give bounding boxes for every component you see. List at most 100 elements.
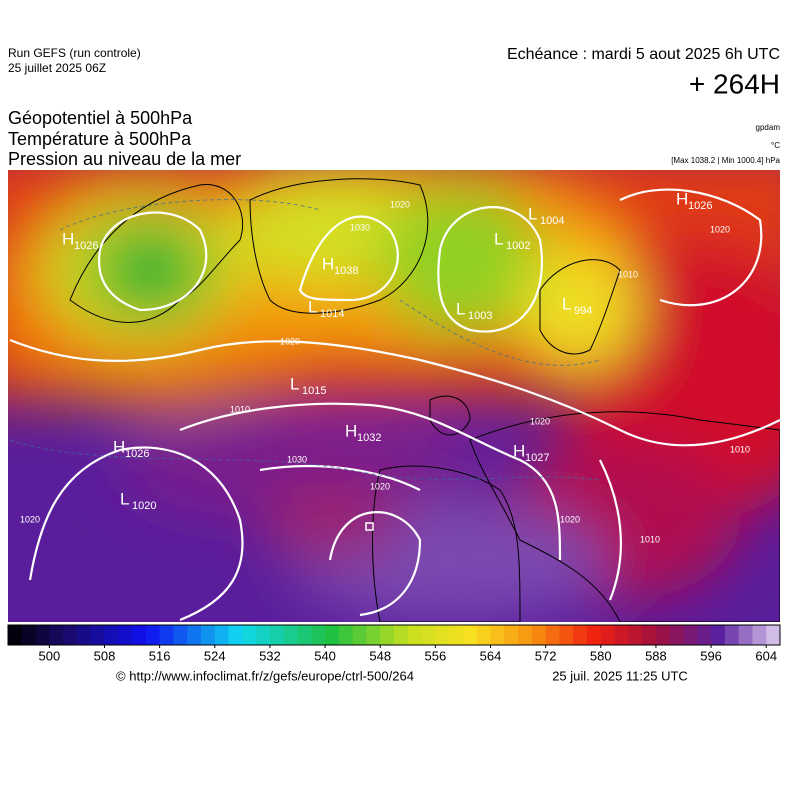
title: Géopotentiel à 500hPa	[8, 108, 193, 128]
colorbar-swatch	[173, 625, 188, 645]
colorbar-tick-label: 572	[535, 648, 557, 663]
center-kind: L	[290, 374, 299, 393]
colorbar-tick-label: 556	[425, 648, 447, 663]
colorbar-swatch	[697, 625, 712, 645]
colorbar: 500 508 516 524 532 540 548 556 564 572 580 588 596 6…	[7, 624, 781, 663]
center-kind: L	[456, 299, 465, 318]
colorbar-swatch	[352, 625, 367, 645]
colorbar-swatch	[297, 625, 312, 645]
colorbar-swatch	[187, 625, 202, 645]
colorbar-swatch	[683, 625, 698, 645]
center-kind: H	[113, 437, 125, 456]
colorbar-swatch	[145, 625, 161, 645]
colorbar-swatch	[407, 625, 423, 645]
colorbar-swatch	[518, 625, 533, 645]
center-value: 1004	[540, 215, 564, 227]
colorbar-swatch	[421, 625, 436, 645]
colorbar-tick-label: 548	[369, 648, 391, 663]
unit: gpdam	[756, 123, 781, 132]
colorbar-swatch	[766, 625, 781, 645]
colorbar-swatch	[104, 625, 119, 645]
colorbar-swatch	[476, 625, 491, 645]
isobar-labels: 1020 1030 1020 1010 1020 1030 1020 1020 1010 1020…	[20, 199, 750, 544]
colorbar-swatch	[490, 625, 505, 645]
colorbar-swatch	[201, 625, 216, 645]
colorbar-swatch	[531, 625, 547, 645]
colorbar-tick-label: 596	[700, 648, 722, 663]
isobar-label: 1030	[350, 222, 370, 232]
colorbar-swatch	[242, 625, 257, 645]
colorbar-tick-label: 532	[259, 648, 281, 663]
center-value: 1026	[125, 448, 149, 460]
unit: °C	[771, 141, 780, 150]
colorbar-swatch	[669, 625, 684, 645]
colorbar-swatch	[256, 625, 271, 645]
colorbar-swatch	[63, 625, 78, 645]
colorbar-swatch	[587, 625, 602, 645]
colorbar-swatch	[269, 625, 285, 645]
colorbar-swatch	[49, 625, 64, 645]
colorbar-tick-label: 580	[590, 648, 612, 663]
colorbar-tick-label: 564	[480, 648, 502, 663]
isobar-label: 1020	[530, 416, 550, 426]
run-date: 25 juillet 2025 06Z	[8, 61, 106, 75]
center-kind: L	[120, 489, 129, 508]
colorbar-swatch	[724, 625, 740, 645]
center-value: 1026	[688, 200, 712, 212]
colorbar-swatch	[738, 625, 753, 645]
colorbar-tick-label: 516	[149, 648, 171, 663]
colorbar-swatch	[394, 625, 409, 645]
isobar-label: 1030	[287, 454, 307, 464]
colorbar-swatch	[338, 625, 354, 645]
colorbar-swatch	[311, 625, 326, 645]
colorbar-swatch	[228, 625, 243, 645]
center-kind: H	[62, 229, 74, 248]
colorbar-swatch	[462, 625, 478, 645]
colorbar-swatch	[752, 625, 767, 645]
colorbar-swatch	[132, 625, 147, 645]
center-kind: H	[345, 421, 357, 440]
colorbar-swatch	[435, 625, 450, 645]
title: Température à 500hPa	[8, 129, 192, 149]
center-value: 1002	[506, 240, 530, 252]
center-value: 1027	[525, 452, 549, 464]
colorbar-swatch	[655, 625, 671, 645]
isobar-label: 1020	[370, 481, 390, 491]
colorbar-swatch	[573, 625, 588, 645]
center-value: 1032	[357, 432, 381, 444]
isobar-label: 1010	[618, 269, 638, 279]
lead-time: + 264H	[689, 68, 780, 99]
isobar-label: 1020	[20, 514, 40, 524]
center-value: 1015	[302, 385, 326, 397]
center-kind: L	[494, 229, 503, 248]
colorbar-tick-label: 588	[645, 648, 667, 663]
generated: 25 juil. 2025 11:25 UTC	[552, 668, 688, 683]
valid-time: Echéance : mardi 5 aout 2025 6h UTC	[507, 46, 780, 63]
colorbar-swatch	[504, 625, 519, 645]
colorbar-swatch	[35, 625, 50, 645]
colorbar-swatch	[159, 625, 174, 645]
center-kind: L	[562, 294, 571, 313]
run-label: Run GEFS (run controle)	[8, 46, 141, 60]
colorbar-tick-label: 540	[314, 648, 336, 663]
colorbar-tick-label: 508	[94, 648, 116, 663]
colorbar-swatch	[283, 625, 298, 645]
colorbar-swatch	[214, 625, 230, 645]
colorbar-swatch	[628, 625, 643, 645]
center-kind: L	[528, 204, 537, 223]
center-value: 1003	[468, 310, 492, 322]
colorbar-tick-label: 604	[755, 648, 777, 663]
colorbar-swatch	[559, 625, 574, 645]
center-value: 994	[574, 305, 592, 317]
unit: [Max 1038.2 | Min 1000.4] hPa	[671, 156, 780, 165]
colorbar-swatch	[711, 625, 726, 645]
isobar-label: 1010	[230, 404, 250, 414]
colorbar-swatch	[600, 625, 616, 645]
center-value: 1020	[132, 500, 156, 512]
isobar-label: 1020	[710, 224, 730, 234]
colorbar-swatch	[90, 625, 105, 645]
center-kind: H	[676, 189, 688, 208]
title: Pression au niveau de la mer	[8, 149, 241, 169]
